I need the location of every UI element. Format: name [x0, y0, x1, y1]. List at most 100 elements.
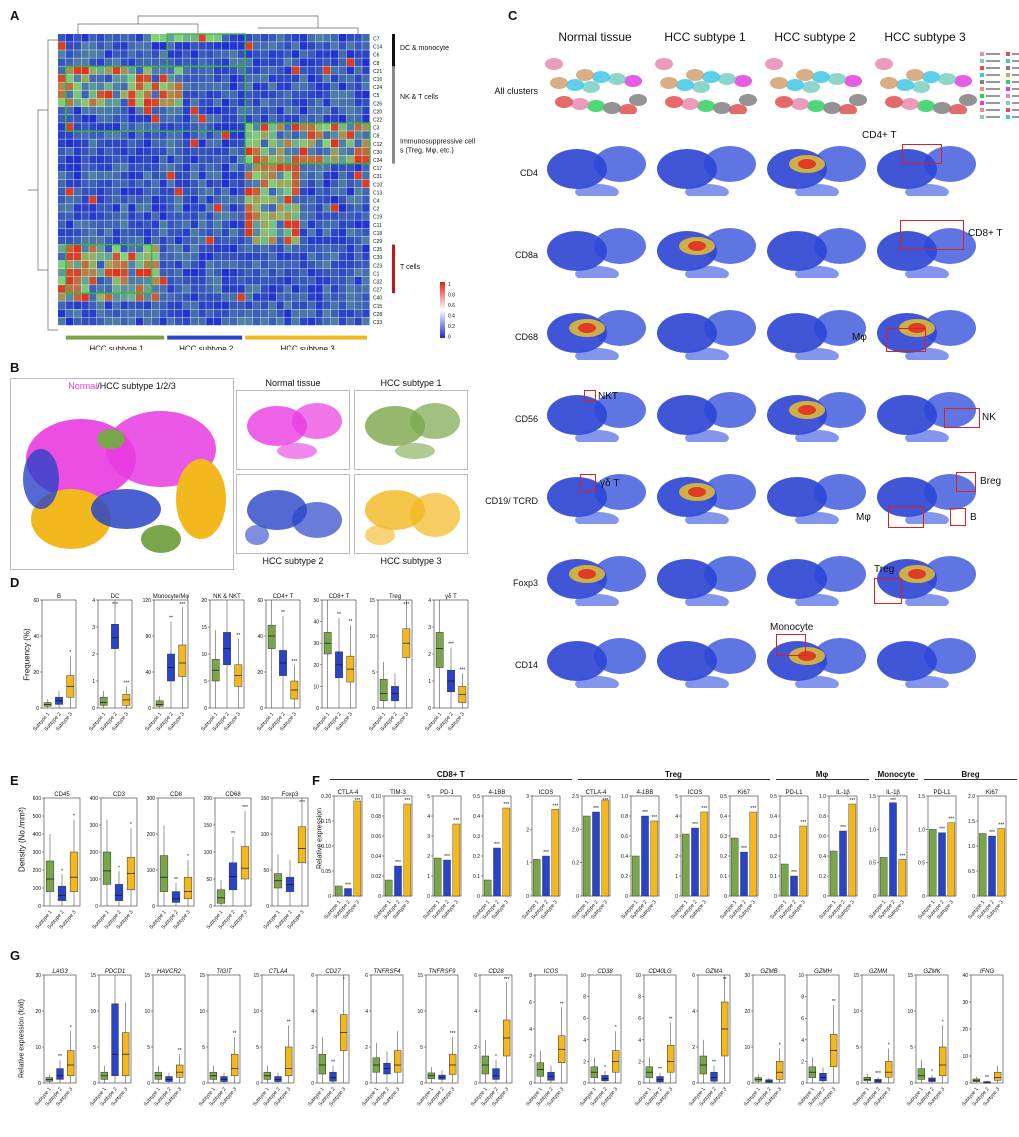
heatmap-cell: [206, 277, 214, 285]
bar: [789, 875, 798, 897]
heatmap-cell: [307, 212, 315, 220]
heatmap-cell: [159, 196, 167, 204]
y-tick-label: 8: [583, 995, 586, 1001]
heatmap-cell: [104, 301, 113, 309]
heatmap-cell: [268, 252, 276, 261]
y-tick-label: 0.6: [621, 834, 628, 840]
y-tick-label: 0: [328, 894, 331, 900]
chart-title: GZMM: [868, 969, 886, 975]
chart-title: GZMK: [923, 969, 941, 975]
legend-text-line: [986, 74, 1000, 76]
heatmap-cell: [331, 228, 339, 237]
heatmap-cell: [112, 268, 120, 277]
heatmap-cell: [73, 66, 81, 75]
heatmap-cell: [299, 155, 308, 164]
heatmap-cell: [292, 90, 300, 99]
heatmap-cell: [214, 147, 222, 156]
heatmap-cell: [245, 131, 253, 139]
heatmap-cell: [338, 155, 347, 164]
cluster-blob: [828, 73, 846, 85]
box: [57, 885, 67, 901]
chart-title: Foxp3: [282, 792, 299, 798]
heatmap-cell: [112, 115, 120, 123]
heatmap-cell: [331, 163, 339, 172]
y-tick-label: 400: [33, 832, 42, 838]
heatmap-cell: [128, 90, 136, 99]
legend-text-line: [986, 67, 1000, 69]
heatmap-cell: [159, 171, 167, 180]
y-tick-label: 20: [313, 663, 319, 669]
heatmap-cell: [143, 252, 152, 261]
heatmap-cell: [292, 42, 300, 50]
heatmap-cell: [221, 123, 230, 131]
panel-letter-c: C: [508, 8, 518, 23]
heatmap-cell: [268, 220, 276, 228]
heatmap-cell: [354, 268, 362, 277]
heatmap-cell: [143, 82, 152, 91]
heatmap-cell: [338, 82, 347, 91]
cell-cloud: [814, 310, 866, 346]
heatmap-cell: [143, 228, 152, 237]
cell-cloud: [924, 310, 976, 346]
heatmap-cell: [89, 179, 97, 188]
heatmap-cell: [229, 90, 237, 99]
heatmap-cell: [292, 147, 300, 156]
box: [394, 1050, 402, 1073]
heatmap-cell: [354, 252, 362, 261]
heatmap-cell: [182, 42, 191, 50]
heatmap-cell: [128, 236, 136, 245]
significance-mark: ***: [459, 667, 465, 673]
heatmap-cell: [89, 163, 97, 172]
heatmap-cell: [221, 228, 230, 237]
heatmap-cell: [182, 293, 191, 301]
significance-mark: **: [287, 1019, 291, 1025]
expression-hotspot: [688, 241, 706, 251]
heatmap-cell: [190, 147, 198, 156]
heatmap-cell: [151, 220, 159, 228]
heatmap-cell: [89, 220, 97, 228]
heatmap-cell: [97, 212, 105, 220]
heatmap-cell: [237, 301, 245, 309]
heatmap-cell: [229, 106, 237, 115]
heatmap-cell: [167, 98, 175, 107]
heatmap-cells: [58, 34, 370, 326]
heatmap-cell: [237, 82, 245, 91]
box: [111, 624, 119, 649]
y-tick-label: 30: [35, 973, 41, 979]
bar: [987, 835, 996, 897]
heatmap-cell: [229, 285, 237, 293]
heatmap-cell: [331, 115, 339, 123]
heatmap-cell: [253, 171, 261, 180]
y-tick-label: 0.5: [869, 861, 876, 867]
heatmap-cell: [104, 131, 113, 139]
heatmap-cell: [151, 268, 159, 277]
cluster-label: C33: [373, 320, 382, 326]
heatmap-cell: [81, 106, 89, 115]
heatmap-cell: [120, 163, 128, 172]
annotation-box: [956, 472, 976, 492]
heatmap-cell: [245, 155, 253, 164]
heatmap-cell: [120, 131, 128, 139]
heatmap-cell: [182, 244, 191, 253]
heatmap-cell: [260, 98, 269, 107]
expression-hotspot: [578, 323, 596, 333]
heatmap-cell: [190, 179, 198, 188]
heatmap-cell: [229, 66, 237, 75]
heatmap-cell: [159, 317, 167, 326]
heatmap-cell: [331, 187, 339, 196]
heatmap-cell: [112, 260, 120, 269]
heatmap-cell: [245, 277, 253, 285]
bar: [393, 865, 402, 897]
significance-mark: ***: [404, 798, 410, 804]
heatmap-cell: [229, 50, 237, 58]
heatmap-cell: [253, 212, 261, 220]
heatmap-cell: [268, 285, 276, 293]
heatmap-cell: [346, 179, 354, 188]
heatmap-cell: [159, 220, 167, 228]
heatmap-cell: [284, 163, 292, 172]
cell-cloud: [905, 676, 949, 688]
